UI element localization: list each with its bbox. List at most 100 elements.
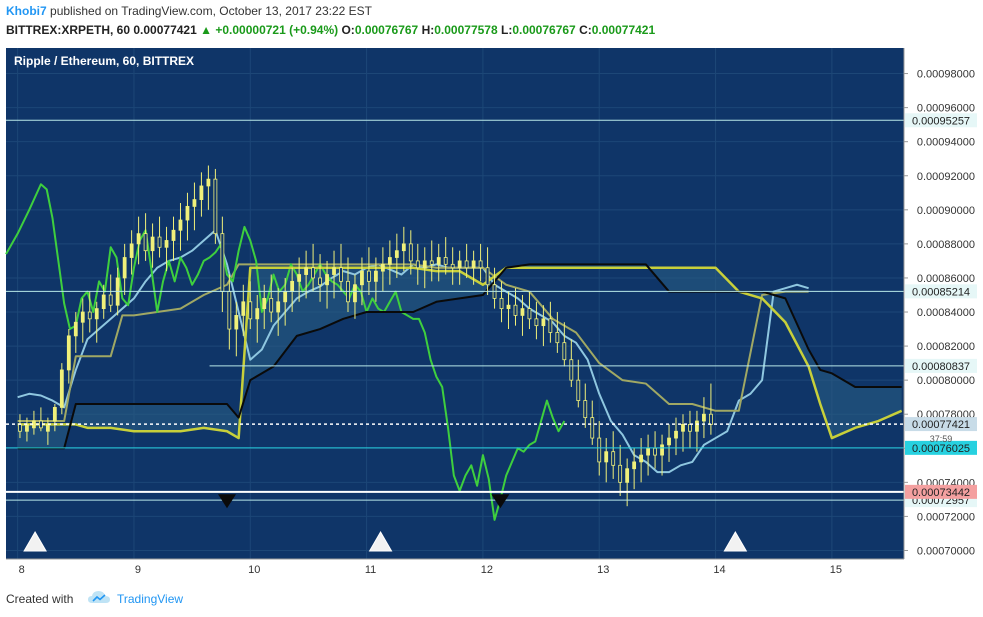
candle-body [290,280,295,292]
candle-body [639,454,644,463]
y-tick-label: 0.00084000 [917,307,975,319]
series-chikou [5,183,566,521]
candle-body [387,257,392,265]
level-tag-bg [905,440,977,455]
candle-body [143,233,148,252]
candle-body [52,407,57,422]
candle-body [108,294,113,306]
candle-body [583,400,588,419]
x-tick-label: 14 [713,564,725,576]
candle-body [332,267,336,275]
series-lines [5,183,903,521]
candle-body [157,236,162,248]
chart-svg[interactable]: Ripple / Ethereum, 60, BITTREX 0.0007000… [0,48,983,580]
candle-body [646,447,650,456]
candle-body [45,424,50,432]
level-tag-bg [905,484,977,499]
chart-area[interactable]: Ripple / Ethereum, 60, BITTREX 0.0007000… [0,48,983,580]
candle-body [101,294,106,310]
y-tick-label: 0.00070000 [917,545,975,557]
close-value: 0.00077421 [591,23,656,37]
candle-body [562,342,567,361]
candle-body [499,297,504,310]
candle-body [555,332,560,344]
price-axis: 0.000700000.000720000.000740000.00076000… [903,48,975,559]
candle-body [360,270,364,286]
signal-markers [23,494,748,552]
candle-body [122,257,127,279]
x-tick-label: 8 [19,564,25,576]
down-signal-marker [218,494,237,509]
candle-body [408,243,413,262]
down-signal-marker [491,494,510,509]
tradingview-link[interactable]: TradingView [117,592,184,606]
candle-body [429,260,434,265]
x-tick-label: 12 [481,564,493,576]
candle-body [688,424,692,432]
candle-body [443,257,448,265]
candle-body [576,379,581,401]
candle-body [471,260,476,269]
candle-body [674,430,678,439]
level-tag-label: 0.00095257 [912,115,970,127]
candle-body [269,297,274,313]
candle-body [178,219,183,231]
candle-body [185,206,190,221]
candle-body [569,359,574,381]
candle-body [457,260,462,269]
candle-body [353,284,357,303]
last-price-tag-label: 0.00077421 [912,419,970,431]
y-tick-label: 0.00082000 [917,341,975,353]
up-signal-marker [368,531,393,552]
level-tag-bg [905,113,977,128]
candle-body [653,447,657,456]
candle-body [401,243,406,252]
candle-body [66,335,71,371]
x-tick-label: 11 [365,564,376,576]
candle-body [325,274,329,286]
author-link[interactable]: Khobi7 [6,4,47,18]
up-arrow-icon: ▲ [200,23,213,37]
candle-body [227,291,232,330]
candle-body [213,178,218,235]
close-label: C: [579,23,592,37]
candle-body [59,369,64,408]
candle-body [38,420,43,429]
tradingview-cloud-icon [88,591,110,603]
candle-body [534,318,539,327]
candle-body [597,437,602,463]
level-tag-bg [905,358,977,373]
candle-body [450,263,455,269]
low-label: L: [500,23,513,37]
candle-body [380,263,385,272]
candle-body [25,424,29,432]
open-value: 0.00076767 [354,23,419,37]
level-tag-label: 0.00085214 [912,286,970,298]
created-with-text: Created with [6,592,74,606]
candle-body [234,315,239,330]
ohlc-line: BITTREX:XRPETH, 60 0.00077421 ▲ +0.00000… [6,23,655,37]
y-tick-label: 0.00088000 [917,239,975,251]
y-tick-label: 0.00098000 [917,69,975,81]
candle-body [625,468,630,483]
candle-body [436,257,441,265]
series-senkou_b [17,263,902,450]
candle-body [150,236,155,252]
candle-body [548,318,553,333]
candle-body [283,291,288,303]
horizontal-levels [6,119,904,501]
high-value: 0.00077578 [434,23,498,37]
candle-body [171,229,176,241]
level-tag-label: 0.00080837 [912,361,970,373]
candle-body [632,461,637,470]
candle-body [527,308,532,320]
y-tick-label: 0.00090000 [917,205,975,217]
x-tick-label: 9 [135,564,141,576]
series-senkou_a [17,266,903,440]
candle-body [318,277,322,286]
candle-body [192,199,197,207]
candle-body [87,311,92,320]
candle-body [262,297,267,310]
candle-body [541,318,546,327]
candle-body [590,417,595,439]
